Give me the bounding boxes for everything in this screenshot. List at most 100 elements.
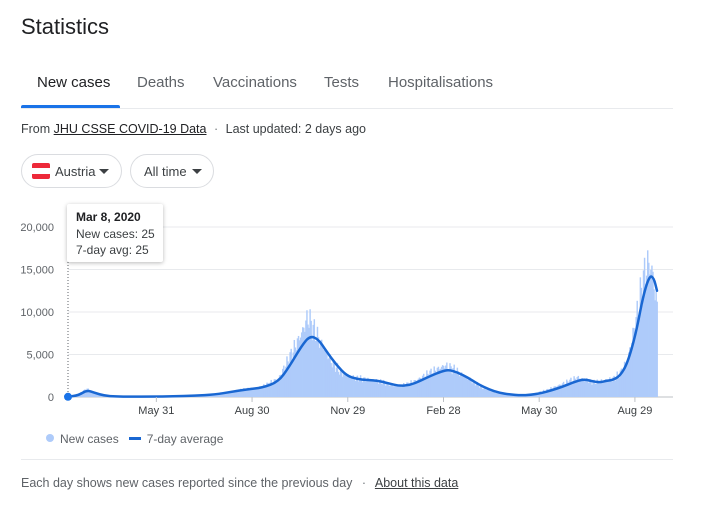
new-cases-bar: [617, 375, 620, 397]
new-cases-bar: [395, 385, 398, 397]
new-cases-bar: [270, 379, 272, 397]
x-tick-label: Feb 28: [426, 405, 460, 417]
source-link[interactable]: JHU CSSE COVID-19 Data: [53, 122, 207, 136]
new-cases-bar: [250, 387, 252, 397]
tab-hospitalisations[interactable]: Hospitalisations: [388, 74, 494, 91]
new-cases-bar: [246, 388, 248, 397]
footer-note: Each day shows new cases reported since …: [21, 476, 353, 490]
new-cases-bar: [368, 379, 370, 397]
new-cases-bar: [267, 382, 269, 397]
new-cases-bar: [407, 382, 409, 397]
new-cases-bar: [291, 359, 293, 397]
new-cases-bar: [578, 378, 581, 397]
new-cases-bar: [294, 347, 297, 397]
new-cases-bar: [437, 366, 440, 397]
new-cases-bar: [247, 387, 249, 397]
tab-tests[interactable]: Tests: [324, 74, 360, 91]
new-cases-bar: [252, 388, 255, 397]
new-cases-bar: [358, 379, 361, 397]
cases-chart[interactable]: 20,000 15,000 10,000 5,000 0 May 31 Aug 30 Nov …: [0, 195, 712, 425]
new-cases-bar: [316, 326, 319, 397]
new-cases-bar: [541, 391, 544, 397]
new-cases-bar: [394, 385, 397, 397]
new-cases-bar: [351, 378, 353, 397]
new-cases-bar: [467, 379, 469, 397]
new-cases-bar: [556, 386, 559, 397]
new-cases-bar: [347, 375, 349, 397]
new-cases-bar: [85, 390, 87, 397]
new-cases-bar: [490, 391, 492, 397]
new-cases-bar: [572, 381, 574, 397]
new-cases-bar: [458, 376, 461, 397]
about-data-link[interactable]: About this data: [374, 476, 459, 490]
new-cases-bar: [335, 367, 338, 397]
new-cases-bar: [620, 368, 623, 397]
time-range-dropdown[interactable]: All time: [130, 154, 214, 188]
new-cases-bar: [569, 379, 571, 397]
new-cases-bar: [320, 339, 323, 397]
new-cases-bar: [288, 365, 290, 397]
legend-new-cases: New cases: [60, 432, 119, 446]
new-cases-bar: [601, 380, 604, 397]
footer: Each day shows new cases reported since …: [21, 476, 458, 490]
new-cases-bar: [574, 378, 576, 397]
new-cases-bar: [238, 389, 241, 397]
new-cases-bar: [345, 375, 347, 397]
tab-new-cases[interactable]: New cases: [37, 74, 111, 91]
new-cases-bar: [311, 340, 313, 397]
new-cases-bar: [224, 392, 226, 397]
chevron-down-icon: [99, 169, 109, 174]
new-cases-bar: [438, 369, 441, 397]
new-cases-bar: [308, 327, 310, 397]
new-cases-bar: [330, 363, 332, 397]
new-cases-bar: [632, 327, 634, 397]
new-cases-bar: [425, 376, 427, 397]
new-cases-bar: [638, 312, 641, 397]
new-cases-bar: [400, 387, 403, 397]
new-cases-bar: [295, 350, 298, 397]
new-cases-bar: [83, 389, 85, 397]
new-cases-bar: [315, 340, 318, 397]
country-dropdown[interactable]: Austria: [21, 154, 122, 188]
new-cases-bar: [514, 395, 516, 397]
new-cases-bar: [445, 365, 447, 397]
new-cases-bar: [214, 394, 217, 397]
new-cases-bar: [473, 380, 475, 397]
new-cases-bar: [439, 368, 442, 397]
new-cases-bar: [481, 389, 484, 397]
new-cases-bar: [230, 391, 232, 397]
new-cases-bar: [218, 393, 221, 397]
new-cases-bar: [607, 380, 609, 397]
new-cases-bar: [465, 376, 467, 397]
new-cases-bar: [413, 380, 415, 397]
new-cases-bar: [257, 388, 260, 397]
new-cases-bar: [234, 391, 237, 397]
new-cases-bar: [340, 371, 343, 397]
tab-vaccinations[interactable]: Vaccinations: [213, 74, 297, 91]
new-cases-bar: [648, 262, 650, 397]
new-cases-bar: [496, 391, 499, 397]
new-cases-bar: [540, 392, 543, 397]
new-cases-bar: [612, 377, 614, 397]
new-cases-bar: [97, 394, 100, 397]
y-tick-label: 15,000: [20, 265, 54, 277]
new-cases-bar: [560, 385, 563, 397]
new-cases-bar: [386, 382, 388, 397]
new-cases-bar: [460, 372, 463, 397]
new-cases-bar: [599, 380, 602, 397]
new-cases-bar: [269, 382, 271, 397]
new-cases-bar: [547, 388, 549, 397]
new-cases-bar: [296, 338, 299, 397]
x-tick-label: Aug 29: [617, 405, 652, 417]
new-cases-bar: [297, 335, 300, 397]
new-cases-bar: [468, 379, 470, 397]
new-cases-legend-marker: [46, 434, 54, 442]
new-cases-bar: [398, 384, 401, 397]
tab-deaths[interactable]: Deaths: [137, 74, 185, 91]
x-tick-label: May 31: [138, 405, 174, 417]
new-cases-bar: [251, 388, 253, 397]
new-cases-bar: [367, 377, 369, 397]
new-cases-bar: [433, 366, 435, 397]
new-cases-bar: [86, 388, 88, 397]
new-cases-bar: [432, 373, 434, 397]
